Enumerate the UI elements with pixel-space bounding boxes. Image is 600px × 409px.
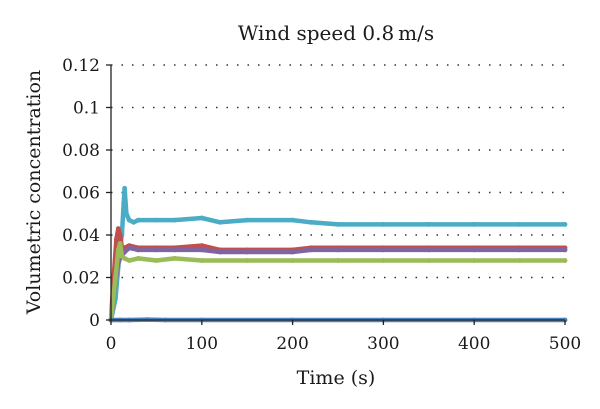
series-4-point-3	[117, 241, 123, 246]
series-1-line	[108, 186, 568, 323]
y-tick-label-0: 0	[89, 311, 100, 331]
series-3-point-17	[381, 247, 386, 253]
series-group	[108, 185, 568, 323]
series-4-point-7	[135, 256, 141, 261]
series-1-point-9	[131, 219, 137, 225]
series-3-point-9	[154, 247, 159, 253]
series-2-point-2	[114, 236, 119, 242]
y-tick-label-4: 0.08	[62, 141, 100, 161]
series-4-point-14	[381, 258, 386, 263]
series-4-point-13	[335, 258, 341, 263]
series-4-point-9	[172, 256, 178, 261]
series-2	[108, 226, 568, 323]
series-3-point-21	[562, 247, 568, 253]
series-3-point-12	[217, 249, 223, 255]
series-4-point-17	[517, 258, 522, 263]
series-4-point-2	[115, 247, 121, 253]
series-1-point-12	[172, 217, 178, 223]
axes	[106, 64, 566, 325]
series-1-point-13	[199, 215, 205, 221]
y-tick-label-3: 0.06	[62, 184, 100, 204]
y-tick-label-6: 0.12	[62, 56, 100, 76]
series-1-point-7	[124, 211, 129, 217]
series-1-point-23	[562, 222, 568, 227]
series-1	[108, 185, 568, 323]
series-4-point-5	[122, 256, 127, 261]
y-tick-label-1: 0.02	[62, 269, 100, 289]
x-axis-label: Time (s)	[297, 367, 376, 389]
series-3-point-20	[517, 247, 522, 253]
y-axis-label: Volumetric concentration	[23, 70, 45, 315]
series-4-point-12	[290, 258, 295, 263]
series-1-point-19	[381, 222, 386, 227]
series-1-point-20	[426, 222, 432, 227]
y-tick-label-2: 0.04	[62, 226, 100, 246]
series-4-point-8	[154, 258, 159, 263]
x-tick-label-3: 300	[367, 334, 399, 354]
series-4-point-11	[244, 258, 250, 263]
series-2-line	[108, 226, 568, 323]
series-3-point-13	[244, 249, 250, 255]
series-2-point-4	[117, 232, 123, 238]
series-1-point-8	[126, 217, 132, 223]
x-tick-label-1: 100	[186, 334, 218, 354]
series-1-point-17	[308, 219, 314, 225]
series-4-point-6	[126, 258, 132, 263]
series-1-point-6	[122, 185, 127, 191]
series-1-point-10	[135, 217, 141, 223]
series-3-point-18	[426, 247, 432, 253]
series-4-point-16	[471, 258, 477, 263]
series-1-point-5	[121, 200, 127, 206]
series-4-point-1	[113, 275, 118, 280]
series-1-point-21	[471, 222, 477, 227]
series-3-point-10	[172, 247, 178, 253]
series-1-point-16	[290, 217, 295, 223]
series-1-point-14	[217, 219, 223, 225]
series-4-point-18	[562, 258, 568, 263]
series-4	[108, 241, 568, 323]
series-1-point-22	[517, 222, 522, 227]
x-tick-label-0: 0	[106, 334, 117, 354]
x-tick-label-5: 500	[549, 334, 581, 354]
y-tick-label-5: 0.1	[73, 99, 100, 119]
series-1-point-18	[335, 222, 341, 227]
series-3-point-7	[126, 245, 132, 251]
series-3-point-11	[199, 247, 205, 253]
series-4-line	[108, 241, 568, 323]
x-tick-label-2: 200	[276, 334, 308, 354]
series-3-point-14	[290, 249, 295, 255]
series-2-point-3	[115, 226, 121, 232]
series-3-point-16	[335, 247, 341, 253]
series-1-point-15	[244, 217, 250, 223]
x-tick-label-4: 400	[458, 334, 490, 354]
series-2-point-11	[199, 243, 205, 249]
series-3-point-8	[135, 247, 141, 253]
tick-labels: 0 0.02 0.04 0.06 0.08 0.1 0.12 0 100 200 300 400 500	[62, 56, 581, 354]
series-4-point-10	[199, 258, 205, 263]
series-4-point-15	[426, 258, 432, 263]
gridlines	[111, 64, 565, 279]
chart-title: Wind speed 0.8 m/s	[238, 21, 434, 45]
series-1-point-11	[154, 217, 159, 223]
series-3-point-19	[471, 247, 477, 253]
series-3-point-15	[308, 247, 314, 253]
